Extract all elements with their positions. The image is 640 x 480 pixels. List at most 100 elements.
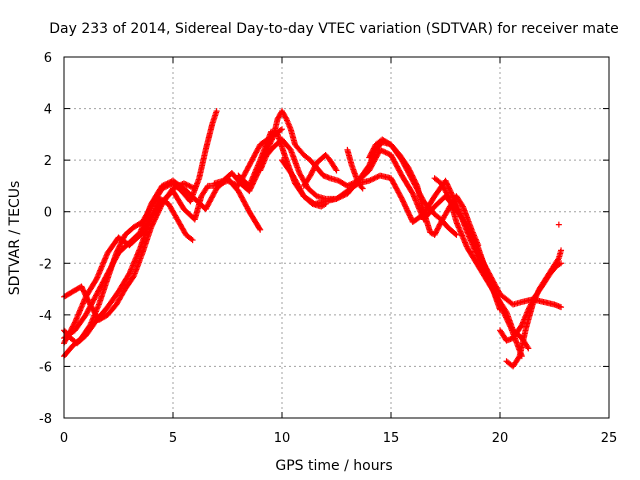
- interp-point: [539, 298, 546, 305]
- interp-point: [367, 177, 374, 184]
- y-tick-label: -6: [39, 360, 52, 375]
- interp-point: [557, 248, 564, 255]
- interp-point: [458, 200, 465, 207]
- interp-point: [341, 189, 348, 196]
- interp-point: [186, 182, 193, 189]
- plot-frame: [63, 56, 610, 419]
- interp-point: [442, 221, 449, 228]
- interp-point: [197, 194, 204, 201]
- interp-point: [473, 260, 480, 267]
- interp-point: [325, 174, 332, 181]
- interp-point: [413, 181, 420, 188]
- interp-point: [383, 150, 390, 157]
- interp-point: [452, 230, 459, 237]
- interp-point: [311, 191, 318, 198]
- interp-point: [436, 221, 443, 228]
- interp-point: [92, 293, 99, 300]
- x-tick-label: 0: [60, 431, 68, 446]
- interp-point: [453, 217, 460, 224]
- x-tick-label: 10: [274, 431, 291, 446]
- interp-point: [189, 193, 196, 200]
- interp-point: [287, 124, 294, 131]
- interp-point: [517, 324, 524, 331]
- interp-point: [370, 175, 377, 182]
- interp-point: [184, 182, 191, 189]
- interp-point: [382, 149, 389, 156]
- interp-point: [294, 144, 301, 151]
- interp-point: [320, 153, 327, 160]
- interp-point: [195, 176, 202, 183]
- interp-point: [244, 164, 251, 171]
- interp-point: [120, 288, 127, 295]
- y-tick-label: 6: [44, 51, 52, 66]
- interp-point: [463, 227, 470, 234]
- interp-point: [181, 229, 188, 236]
- interp-point: [103, 273, 110, 280]
- interp-point: [522, 326, 529, 333]
- interp-point: [357, 182, 364, 189]
- y-tick-label: -8: [39, 412, 52, 427]
- interp-point: [403, 162, 410, 169]
- interp-point: [445, 206, 452, 213]
- interp-point: [408, 188, 415, 195]
- interp-point: [334, 177, 341, 184]
- interp-point: [368, 176, 375, 183]
- interp-point: [111, 303, 118, 310]
- y-tick-label: -4: [39, 309, 52, 324]
- interp-point: [128, 226, 135, 233]
- x-tick-label: 15: [383, 431, 400, 446]
- interp-point: [244, 206, 251, 213]
- interp-point: [231, 180, 238, 187]
- interp-point: [129, 275, 136, 282]
- interp-point: [183, 181, 190, 188]
- interp-point: [203, 185, 210, 192]
- y-tick-label: 2: [44, 154, 52, 169]
- data-points: [61, 108, 565, 370]
- interp-point: [67, 290, 74, 297]
- interp-point: [397, 193, 404, 200]
- interp-point: [305, 175, 312, 182]
- interp-point: [208, 122, 215, 129]
- interp-point: [299, 190, 306, 197]
- series-track-9: [279, 157, 525, 360]
- interp-point: [412, 180, 419, 187]
- interp-point: [92, 278, 99, 285]
- data-point: [555, 221, 562, 228]
- interp-point: [435, 178, 442, 185]
- interp-point: [76, 336, 83, 343]
- interp-point: [71, 320, 78, 327]
- series-track-12: [366, 136, 482, 249]
- interp-point: [312, 162, 319, 169]
- interp-point: [256, 225, 263, 232]
- interp-point: [81, 314, 88, 321]
- series-track-5: [61, 180, 198, 324]
- interp-point: [70, 322, 77, 329]
- interp-point: [378, 147, 385, 154]
- interp-point: [484, 268, 491, 275]
- interp-point: [385, 150, 392, 157]
- interp-point: [430, 195, 437, 202]
- interp-point: [394, 149, 401, 156]
- interp-point: [514, 355, 521, 362]
- data-point: [191, 185, 198, 192]
- interp-point: [446, 194, 453, 201]
- interp-point: [138, 251, 145, 258]
- interp-point: [268, 146, 275, 153]
- interp-point: [188, 236, 195, 243]
- interp-point: [277, 127, 284, 134]
- interp-point: [507, 299, 514, 306]
- interp-point: [172, 184, 179, 191]
- interp-point: [147, 225, 154, 232]
- interp-point: [95, 302, 102, 309]
- interp-point: [501, 306, 508, 313]
- data-point: [180, 180, 187, 187]
- interp-point: [364, 178, 371, 185]
- interp-point: [371, 175, 378, 182]
- interp-point: [429, 205, 436, 212]
- series-track-14: [475, 249, 565, 311]
- interp-point: [495, 288, 502, 295]
- interp-point: [172, 213, 179, 220]
- interp-point: [495, 296, 502, 303]
- interp-point: [67, 345, 74, 352]
- interp-point: [524, 308, 531, 315]
